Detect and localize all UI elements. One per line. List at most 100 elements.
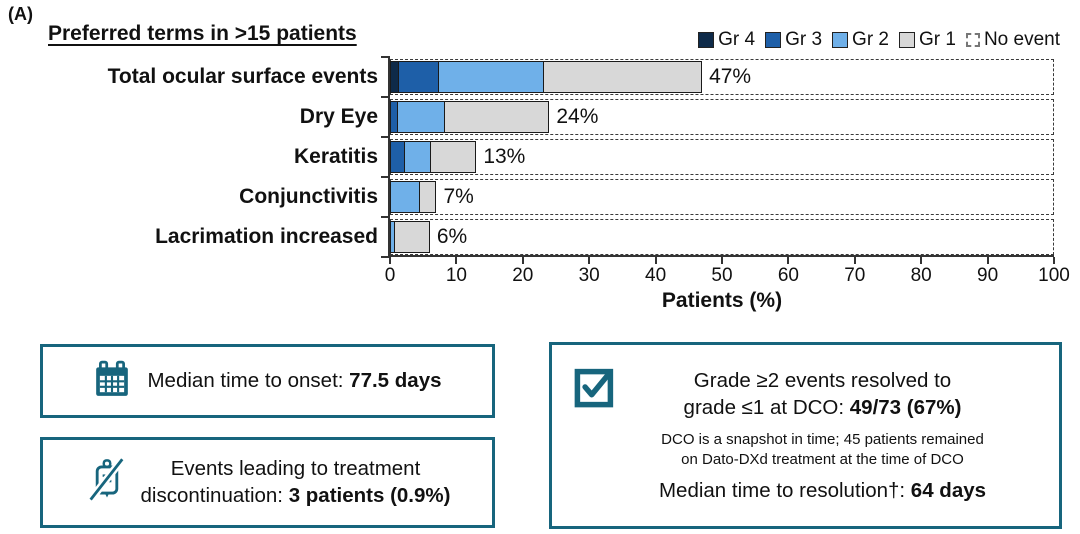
x-axis-tick-label: 100: [1038, 265, 1070, 286]
bar-segment-gr-1: [444, 102, 549, 132]
category-labels: Total ocular surface events Dry Eye Kerati…: [0, 57, 378, 257]
bar-segment-gr-1: [419, 182, 436, 212]
legend-label: No event: [983, 29, 1060, 50]
bar-value-label: 24%: [556, 105, 599, 128]
median-resolution-text: Median time to resolution†: 64 days: [658, 479, 987, 503]
checkbox-checked-icon: [573, 365, 617, 414]
x-axis-tick-label: 10: [445, 265, 467, 286]
plot-area: Patients (%) 47% 24% 13% 7% 6% 0 10 20 30 40 50 60 7…: [381, 56, 1070, 312]
x-axis-tick-label: 40: [645, 265, 667, 286]
bar-segment-gr-1: [430, 142, 476, 172]
dco-note: DCO is a snapshot in time; 45 patients r…: [661, 431, 984, 468]
x-axis-tick-label: 20: [512, 265, 534, 286]
legend-item-no-event: No event: [965, 29, 1060, 51]
discontinuation-value: 3 patients (0.9%): [288, 483, 451, 507]
legend-item-gr-2: Gr 2: [832, 29, 889, 51]
x-axis-tick: [455, 257, 458, 264]
x-axis-tick-label: 30: [578, 265, 600, 286]
stacked-bar: [390, 221, 430, 253]
legend-label: Gr 4: [718, 29, 756, 50]
median-resolution-value: 64 days: [910, 479, 987, 503]
bar-row: 24%: [390, 97, 1054, 137]
x-axis-tick: [654, 257, 657, 264]
bar-segment-gr-2: [404, 142, 431, 172]
legend-swatch: [832, 32, 849, 48]
legend-swatch: [899, 32, 915, 48]
x-axis-tick: [920, 257, 923, 264]
stacked-bar: [390, 101, 550, 133]
x-axis-tick: [1053, 257, 1055, 264]
category-label: Keratitis: [293, 145, 378, 168]
x-axis-tick: [986, 257, 989, 264]
median-onset-value: 77.5 days: [349, 368, 442, 392]
bar-segment-gr-2: [438, 62, 545, 92]
x-axis-tick: [389, 257, 391, 264]
x-axis-tick-label: 50: [711, 265, 733, 286]
x-axis-tick-label: 0: [384, 265, 396, 286]
callout-discontinuation: Events leading to treatment discontinuat…: [40, 437, 495, 528]
callout-median-onset: Median time to onset: 77.5 days: [40, 344, 495, 418]
legend-swatch: [698, 32, 715, 48]
bar-row: 13%: [390, 137, 1054, 177]
chart-title: Preferred terms in >15 patients: [48, 22, 357, 45]
bar-segment-gr-1: [544, 62, 702, 92]
bar-value-label: 47%: [709, 65, 752, 88]
category-label: Total ocular surface events: [107, 65, 378, 88]
legend-item-gr-4: Gr 4: [698, 29, 755, 51]
legend-label: Gr 3: [785, 29, 823, 50]
legend-item-gr-3: Gr 3: [765, 29, 822, 51]
resolution-value: 49/73 (67%): [849, 395, 962, 419]
bar-row: 47%: [390, 57, 1054, 97]
y-axis-tick: [381, 176, 390, 178]
x-axis-tick-label: 70: [844, 265, 866, 286]
bar-value-label: 7%: [443, 185, 474, 208]
bar-value-label: 6%: [436, 225, 468, 248]
bar-segment-gr-2: [391, 222, 396, 252]
legend: Gr 4 Gr 3 Gr 2 Gr 1 No event: [698, 29, 1060, 51]
panel-label: (A): [8, 4, 33, 24]
bar-segment-gr-4: [391, 62, 399, 92]
y-axis-tick: [381, 56, 390, 58]
y-axis-tick: [381, 216, 390, 218]
x-axis-tick-label: 90: [977, 265, 999, 286]
bar-segment-gr-2: [398, 102, 445, 132]
stacked-bar: [390, 141, 477, 173]
bar-segment-gr-1: [395, 222, 429, 252]
legend-item-gr-1: Gr 1: [899, 29, 956, 51]
bar-segment-gr-3: [391, 142, 405, 172]
iv-bag-crossed-icon: [85, 456, 129, 509]
x-axis-tick: [521, 257, 524, 264]
x-axis-tick-label: 60: [777, 265, 799, 286]
resolution-text: Grade ≥2 events resolved to grade ≤1 at …: [683, 369, 962, 419]
x-axis-tick-label: 80: [910, 265, 932, 286]
stacked-bar: [390, 181, 437, 213]
y-axis-tick: [381, 136, 390, 138]
legend-label: Gr 2: [852, 29, 889, 50]
bar-segment-gr-3: [391, 102, 399, 132]
median-onset-text: Median time to onset: 77.5 days: [147, 368, 442, 392]
bar-segment-gr-2: [391, 182, 420, 212]
bar-segment-gr-3: [398, 62, 439, 92]
calendar-icon: [93, 360, 131, 403]
y-axis-tick: [381, 96, 390, 98]
category-label: Dry Eye: [299, 105, 378, 128]
x-axis-tick: [588, 257, 591, 264]
x-axis-tick: [787, 257, 790, 264]
bar-value-label: 13%: [483, 145, 526, 168]
y-axis-tick: [381, 256, 390, 258]
stacked-bar: [390, 61, 703, 93]
x-axis-tick: [721, 257, 723, 264]
bar-row: 6%: [390, 217, 1054, 257]
legend-swatch: [965, 33, 980, 47]
bar-row: 7%: [390, 177, 1054, 217]
category-label: Conjunctivitis: [239, 185, 378, 208]
x-axis-tick: [853, 257, 856, 264]
x-axis-title: Patients (%): [661, 289, 783, 312]
legend-swatch: [765, 32, 782, 48]
legend-label: Gr 1: [919, 29, 956, 50]
discontinuation-text: Events leading to treatment discontinuat…: [140, 456, 451, 507]
no-event-outline: [390, 179, 1054, 215]
category-label: Lacrimation increased: [155, 225, 378, 248]
no-event-outline: [390, 219, 1054, 255]
